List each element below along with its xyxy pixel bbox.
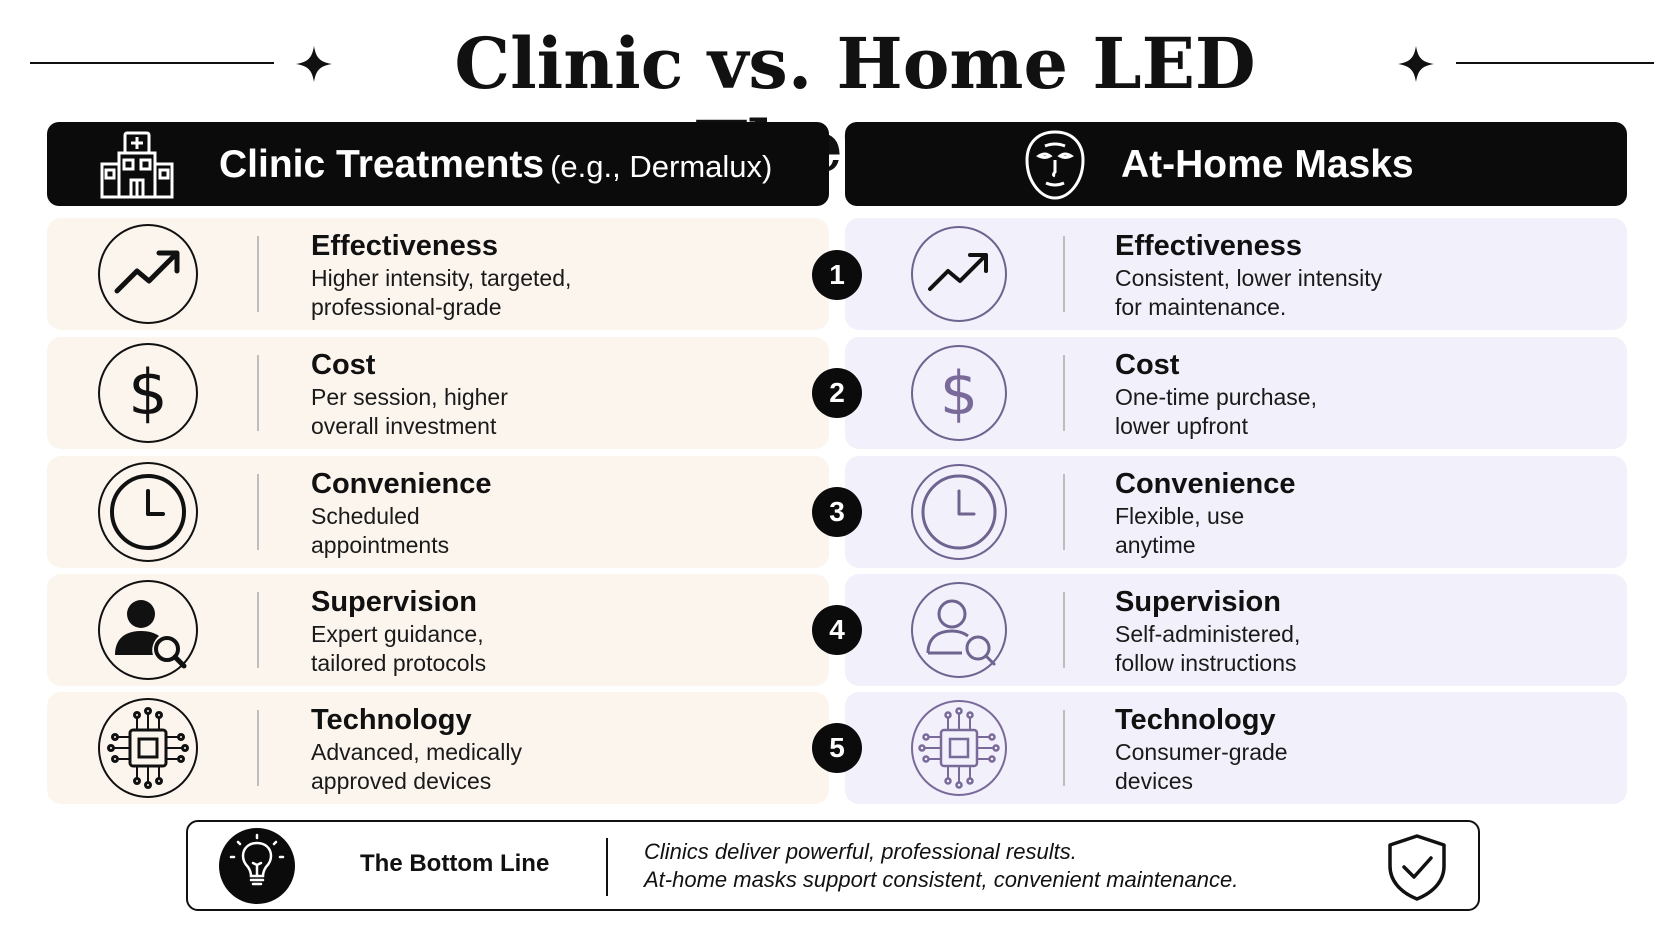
- row-number-badge: 3: [812, 487, 862, 537]
- sparkle-icon: [296, 46, 332, 82]
- row-desc-line1: Self-administered,: [1115, 621, 1301, 647]
- title-rule-left: [30, 62, 274, 64]
- bottom-line-1: Clinics deliver powerful, professional r…: [644, 839, 1077, 864]
- clinic-row-technology: Technology Advanced, medically approved …: [47, 692, 829, 804]
- row-number-badge: 4: [812, 605, 862, 655]
- row-desc-line2: professional-grade: [311, 294, 502, 320]
- row-divider: [1063, 355, 1065, 431]
- home-column-title: At-Home Masks: [1121, 143, 1414, 186]
- sparkle-icon: [1398, 46, 1434, 82]
- home-row-supervision: Supervision Self-administered, follow in…: [845, 574, 1627, 686]
- row-text: Cost One-time purchase, lower upfront: [1115, 347, 1535, 441]
- row-divider: [257, 474, 259, 550]
- title-rule-right: [1456, 62, 1654, 64]
- row-text: Technology Advanced, medically approved …: [311, 702, 731, 796]
- svg-text:$: $: [940, 359, 978, 429]
- row-divider: [1063, 710, 1065, 786]
- row-divider: [1063, 236, 1065, 312]
- row-label: Cost: [311, 349, 376, 381]
- home-column-header: At-Home Masks: [845, 122, 1627, 206]
- home-row-convenience: Convenience Flexible, use anytime: [845, 456, 1627, 568]
- clinic-row-cost: $ Cost Per session, higher overall inves…: [47, 337, 829, 449]
- bottom-line-box: The Bottom Line Clinics deliver powerful…: [186, 820, 1480, 911]
- row-desc-line2: tailored protocols: [311, 650, 487, 676]
- row-label: Supervision: [1115, 586, 1281, 618]
- row-divider: [257, 355, 259, 431]
- user-search-icon: [911, 582, 1007, 678]
- row-text: Convenience Flexible, use anytime: [1115, 466, 1535, 560]
- row-number-badge: 5: [812, 723, 862, 773]
- row-desc-line1: Scheduled: [311, 503, 420, 529]
- row-desc-line1: Advanced, medically: [311, 739, 522, 765]
- face-mask-icon: [1025, 130, 1085, 200]
- row-text: Effectiveness Consistent, lower intensit…: [1115, 228, 1535, 322]
- row-text: Effectiveness Higher intensity, targeted…: [311, 228, 731, 322]
- home-row-cost: $ Cost One-time purchase, lower upfront: [845, 337, 1627, 449]
- row-desc-line2: for maintenance.: [1115, 294, 1287, 320]
- row-desc-line2: follow instructions: [1115, 650, 1297, 676]
- row-label: Convenience: [1115, 468, 1296, 500]
- row-desc-line2: overall investment: [311, 413, 497, 439]
- chip-icon: [98, 698, 198, 798]
- row-label: Technology: [311, 704, 472, 736]
- shield-check-icon: [1388, 834, 1446, 901]
- row-desc-line1: One-time purchase,: [1115, 384, 1317, 410]
- chip-icon: [911, 700, 1007, 796]
- row-label: Supervision: [311, 586, 477, 618]
- row-text: Technology Consumer-grade devices: [1115, 702, 1535, 796]
- home-row-technology: Technology Consumer-grade devices: [845, 692, 1627, 804]
- hospital-icon: [100, 131, 174, 199]
- row-divider: [257, 592, 259, 668]
- clinic-row-supervision: Supervision Expert guidance, tailored pr…: [47, 574, 829, 686]
- row-text: Supervision Expert guidance, tailored pr…: [311, 584, 731, 678]
- row-desc-line2: anytime: [1115, 532, 1196, 558]
- row-divider: [1063, 474, 1065, 550]
- row-number-badge: 2: [812, 368, 862, 418]
- bottom-line-2: At-home masks support consistent, conven…: [644, 867, 1239, 892]
- row-desc-line1: Consistent, lower intensity: [1115, 265, 1383, 291]
- dollar-icon: $: [911, 345, 1007, 441]
- row-label: Convenience: [311, 468, 492, 500]
- row-label: Effectiveness: [1115, 230, 1302, 262]
- clinic-column-title: Clinic Treatments (e.g., Dermalux): [219, 143, 773, 186]
- user-search-icon: [98, 580, 198, 680]
- row-divider: [257, 710, 259, 786]
- row-text: Cost Per session, higher overall investm…: [311, 347, 731, 441]
- row-number-badge: 1: [812, 250, 862, 300]
- clinic-row-convenience: Convenience Scheduled appointments: [47, 456, 829, 568]
- clock-icon: [911, 464, 1007, 560]
- row-text: Convenience Scheduled appointments: [311, 466, 731, 560]
- home-row-effectiveness: Effectiveness Consistent, lower intensit…: [845, 218, 1627, 330]
- svg-text:$: $: [128, 356, 167, 429]
- lightbulb-icon: [219, 828, 295, 904]
- bottom-line-title: The Bottom Line: [360, 850, 550, 877]
- row-desc-line1: Per session, higher: [311, 384, 508, 410]
- clinic-row-effectiveness: Effectiveness Higher intensity, targeted…: [47, 218, 829, 330]
- row-desc-line2: lower upfront: [1115, 413, 1248, 439]
- clinic-column-header: Clinic Treatments (e.g., Dermalux): [47, 122, 829, 206]
- row-desc-line1: Expert guidance,: [311, 621, 484, 647]
- row-desc-line2: approved devices: [311, 768, 492, 794]
- row-desc-line1: Flexible, use: [1115, 503, 1245, 529]
- row-desc-line2: devices: [1115, 768, 1193, 794]
- row-desc-line2: appointments: [311, 532, 450, 558]
- trending-up-icon: [911, 226, 1007, 322]
- row-desc-line1: Consumer-grade: [1115, 739, 1288, 765]
- bottom-divider: [606, 838, 608, 896]
- row-label: Effectiveness: [311, 230, 498, 262]
- trending-up-icon: [98, 224, 198, 324]
- title-row: Clinic vs. Home LED Therapy: [0, 14, 1672, 188]
- bottom-line-text: Clinics deliver powerful, professional r…: [644, 838, 1364, 894]
- row-label: Technology: [1115, 704, 1276, 736]
- row-desc-line1: Higher intensity, targeted,: [311, 265, 572, 291]
- row-label: Cost: [1115, 349, 1180, 381]
- clinic-column-subtitle: (e.g., Dermalux): [550, 149, 773, 184]
- clock-icon: [98, 462, 198, 562]
- dollar-icon: $: [98, 343, 198, 443]
- row-divider: [1063, 592, 1065, 668]
- row-divider: [257, 236, 259, 312]
- row-text: Supervision Self-administered, follow in…: [1115, 584, 1535, 678]
